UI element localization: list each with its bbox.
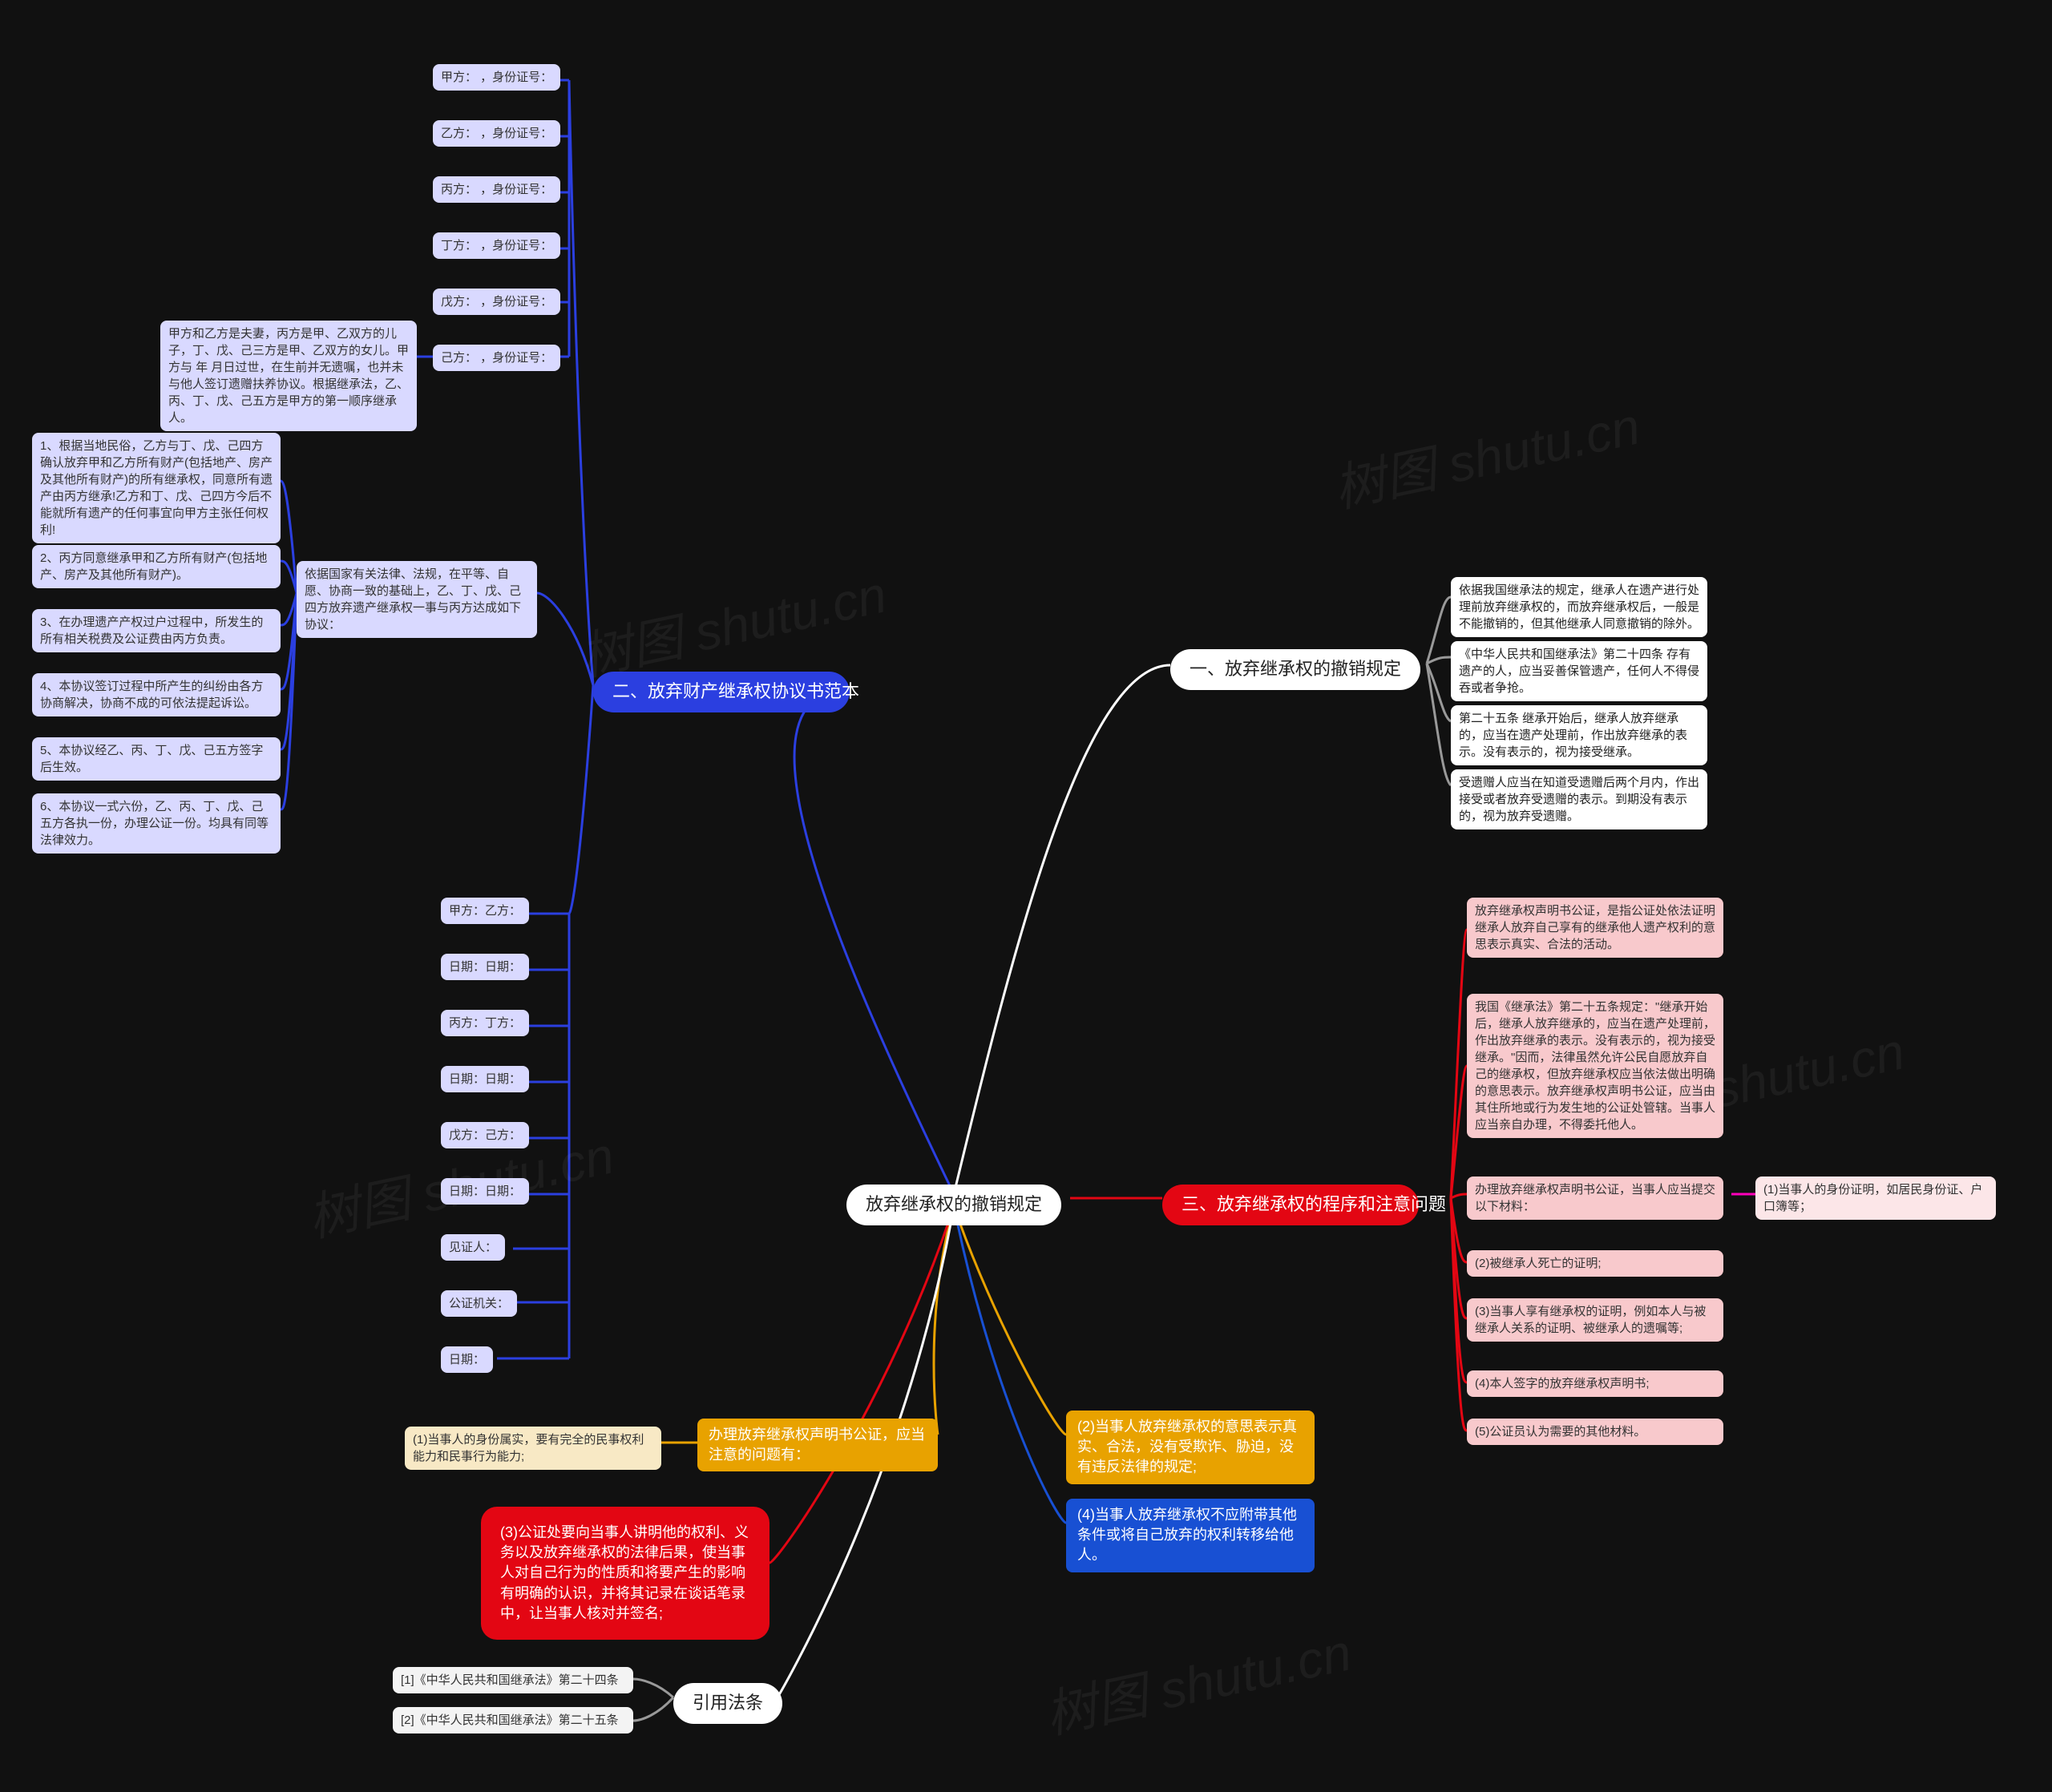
- edge: [1451, 1198, 1467, 1318]
- edge: [794, 689, 954, 1194]
- node-b1b[interactable]: 《中华人民共和国继承法》第二十四条 存有遗产的人，应当妥善保管遗产，任何人不得侵…: [1451, 641, 1707, 701]
- node-b1[interactable]: 一、放弃继承权的撤销规定: [1170, 649, 1420, 690]
- node-s_org[interactable]: 公证机关：: [441, 1290, 517, 1317]
- edge: [1427, 657, 1451, 664]
- edge: [281, 593, 297, 625]
- node-p_ji[interactable]: 己方： ，身份证号：: [433, 345, 560, 371]
- watermark: 树图 shutu.cn: [573, 554, 892, 691]
- root-node[interactable]: 放弃继承权的撤销规定: [846, 1185, 1061, 1225]
- edge: [633, 1679, 673, 1697]
- node-b3[interactable]: 三、放弃继承权的程序和注意问题: [1162, 1185, 1419, 1225]
- node-b1a[interactable]: 依据我国继承法的规定，继承人在遗产进行处理前放弃继承权的，而放弃继承权后，一般是…: [1451, 577, 1707, 637]
- node-m5[interactable]: (5)公证员认为需要的其他材料。: [1467, 1419, 1723, 1445]
- edge: [770, 1206, 954, 1563]
- node-s_bd[interactable]: 丙方：丁方：: [441, 1010, 529, 1036]
- edge: [281, 481, 297, 593]
- node-m3[interactable]: (3)当事人享有继承权的证明，例如本人与被继承人关系的证明、被继承人的遗嘱等;: [1467, 1298, 1723, 1342]
- node-r2[interactable]: [2]《中华人民共和国继承法》第二十五条: [393, 1707, 633, 1733]
- node-a5[interactable]: 5、本协议经乙、丙、丁、戊、己五方签字后生效。: [32, 737, 281, 781]
- node-b3b[interactable]: 我国《继承法》第二十五条规定："继承开始后，继承人放弃继承的，应当在遗产处理前，…: [1467, 994, 1723, 1138]
- node-s_d1[interactable]: 日期：日期：: [441, 954, 529, 980]
- edge: [954, 665, 1170, 1194]
- node-n3[interactable]: (3)公证处要向当事人讲明他的权利、义务以及放弃继承权的法律后果，使当事人对自己…: [481, 1507, 770, 1640]
- node-a2[interactable]: 2、丙方同意继承甲和乙方所有财产(包括地产、房产及其他所有财产)。: [32, 545, 281, 588]
- edge: [934, 1206, 954, 1435]
- node-b1c[interactable]: 第二十五条 继承开始后，继承人放弃继承的，应当在遗产处理前，作出放弃继承的表示。…: [1451, 705, 1707, 765]
- edge-layer: [0, 0, 2052, 1792]
- watermark: 树图 shutu.cn: [1038, 1612, 1357, 1749]
- edge: [1427, 664, 1451, 785]
- node-b2[interactable]: 二、放弃财产继承权协议书范本: [593, 672, 850, 712]
- node-p_yi[interactable]: 乙方： ，身份证号：: [433, 120, 560, 147]
- edge: [954, 1206, 1066, 1523]
- edge: [1451, 1198, 1467, 1431]
- edge: [1451, 1194, 1467, 1198]
- node-s_d4[interactable]: 日期：: [441, 1346, 493, 1373]
- node-m2[interactable]: (2)被继承人死亡的证明;: [1467, 1250, 1723, 1277]
- edge: [954, 1206, 1066, 1435]
- node-p_rel[interactable]: 甲方和乙方是夫妻，丙方是甲、乙双方的儿子，丁、戊、己三方是甲、乙双方的女儿。甲方…: [160, 321, 417, 431]
- node-s_d3[interactable]: 日期：日期：: [441, 1178, 529, 1205]
- edge: [281, 593, 297, 689]
- node-p_ding[interactable]: 丁方： ，身份证号：: [433, 232, 560, 259]
- edge: [633, 1697, 673, 1721]
- node-p_bing[interactable]: 丙方： ，身份证号：: [433, 176, 560, 203]
- node-agree[interactable]: 依据国家有关法律、法规，在平等、自愿、协商一致的基础上，乙、丁、戊、己四方放弃遗…: [297, 561, 537, 638]
- edge: [281, 593, 297, 749]
- node-ref[interactable]: 引用法条: [673, 1683, 782, 1724]
- node-b3a[interactable]: 放弃继承权声明书公证，是指公证处依法证明继承人放弃自己享有的继承他人遗产权利的意…: [1467, 898, 1723, 958]
- edge: [1451, 930, 1467, 1198]
- node-p_wu[interactable]: 戊方： ，身份证号：: [433, 289, 560, 315]
- edge: [1451, 1198, 1467, 1382]
- node-a6[interactable]: 6、本协议一式六份，乙、丙、丁、戊、己五方各执一份，办理公证一份。均具有同等法律…: [32, 793, 281, 854]
- node-b3c[interactable]: 办理放弃继承权声明书公证，当事人应当提交以下材料：: [1467, 1177, 1723, 1220]
- node-notice[interactable]: 办理放弃继承权声明书公证，应当注意的问题有：: [697, 1419, 938, 1471]
- node-r1[interactable]: [1]《中华人民共和国继承法》第二十四条: [393, 1667, 633, 1693]
- edge: [569, 685, 593, 914]
- node-s_d2[interactable]: 日期：日期：: [441, 1066, 529, 1092]
- edge: [1427, 664, 1451, 721]
- node-m4[interactable]: (4)本人签字的放弃继承权声明书;: [1467, 1370, 1723, 1397]
- node-a1[interactable]: 1、根据当地民俗，乙方与丁、戊、己四方确认放弃甲和乙方所有财产(包括地产、房产及…: [32, 433, 281, 543]
- edge: [1451, 1066, 1467, 1198]
- node-s_wit[interactable]: 见证人：: [441, 1234, 505, 1261]
- node-n1[interactable]: (1)当事人的身份属实，要有完全的民事权利能力和民事行为能力;: [405, 1427, 661, 1470]
- node-p_jia[interactable]: 甲方： ，身份证号：: [433, 64, 560, 91]
- edge: [537, 593, 593, 685]
- node-s_jy[interactable]: 甲方：乙方：: [441, 898, 529, 924]
- edge: [569, 80, 593, 685]
- node-m1[interactable]: (1)当事人的身份证明，如居民身份证、户口簿等；: [1755, 1177, 1996, 1220]
- edge: [281, 561, 297, 593]
- watermark: 树图 shutu.cn: [1327, 385, 1646, 523]
- node-s_wj[interactable]: 戊方：己方：: [441, 1122, 529, 1148]
- node-b1d[interactable]: 受遗赠人应当在知道受遗赠后两个月内，作出接受或者放弃受遗赠的表示。到期没有表示的…: [1451, 769, 1707, 829]
- node-a4[interactable]: 4、本协议签订过程中所产生的纠纷由各方协商解决，协商不成的可依法提起诉讼。: [32, 673, 281, 716]
- mindmap-canvas: 树图 shutu.cn树图 shutu.cn树图 shutu.cn树图 shut…: [0, 0, 2052, 1792]
- edge: [281, 593, 297, 809]
- edge: [1427, 597, 1451, 664]
- edge: [1451, 1198, 1467, 1262]
- node-n4[interactable]: (4)当事人放弃继承权不应附带其他条件或将自己放弃的权利转移给他人。: [1066, 1499, 1315, 1572]
- node-a3[interactable]: 3、在办理遗产产权过户过程中，所发生的所有相关税费及公证费由丙方负责。: [32, 609, 281, 652]
- node-n2[interactable]: (2)当事人放弃继承权的意思表示真实、合法，没有受欺诈、胁迫，没有违反法律的规定…: [1066, 1411, 1315, 1484]
